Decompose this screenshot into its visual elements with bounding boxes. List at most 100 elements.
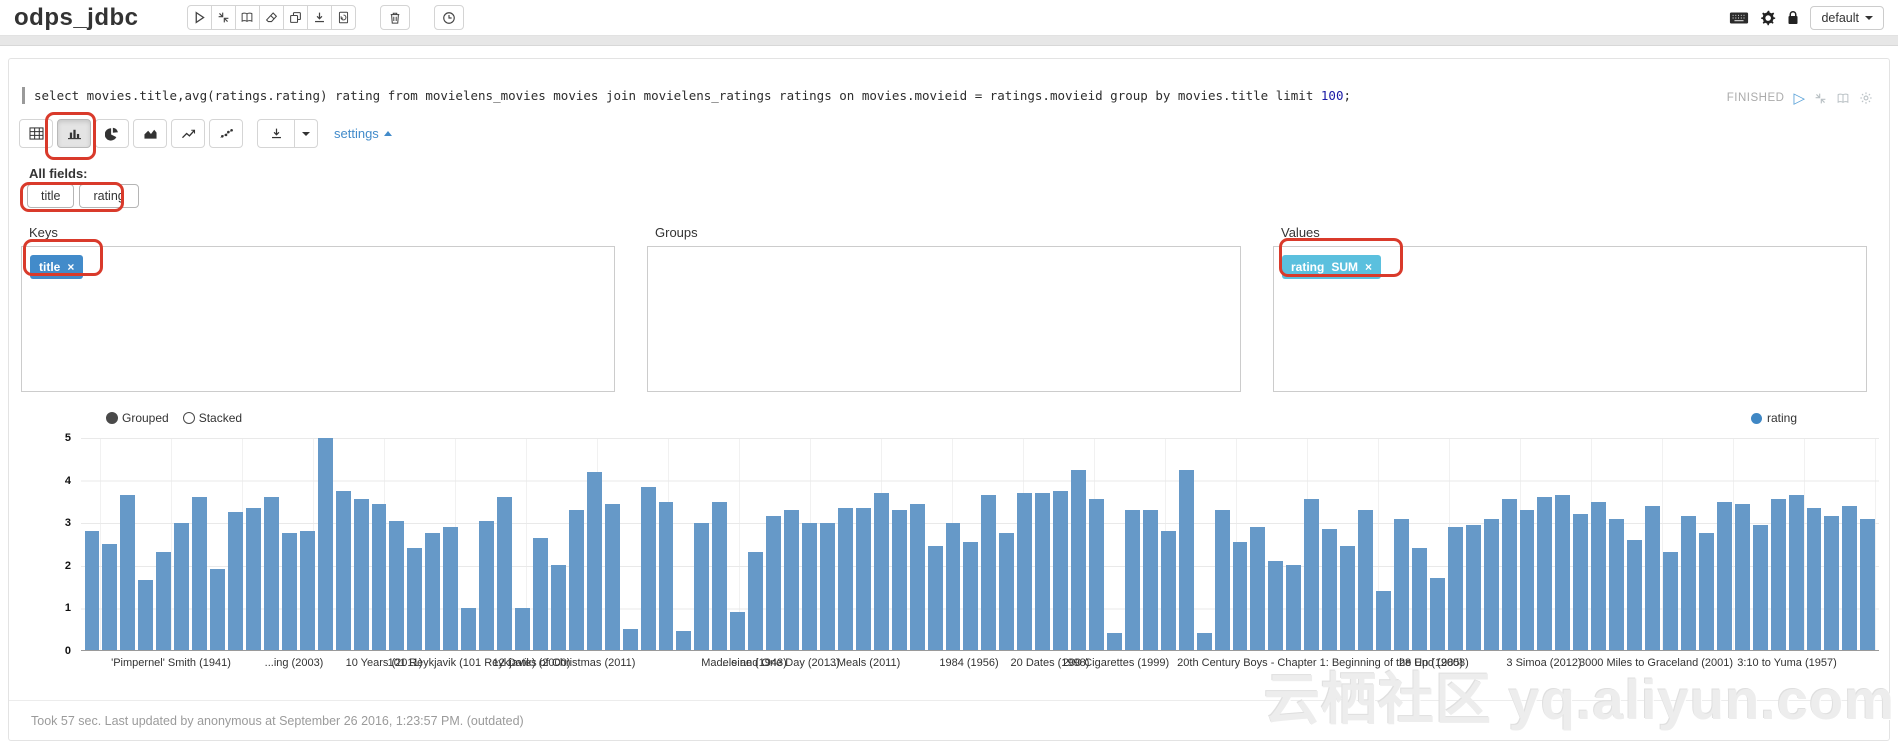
bar[interactable] [1555, 495, 1571, 650]
bar[interactable] [156, 552, 172, 650]
bar[interactable] [1609, 518, 1625, 650]
bar[interactable] [712, 501, 728, 650]
bar[interactable] [479, 520, 495, 650]
bar[interactable] [1770, 499, 1786, 650]
bar[interactable] [1089, 499, 1104, 650]
table-view-button[interactable] [19, 119, 53, 148]
bar[interactable] [461, 607, 477, 650]
bar[interactable] [1035, 493, 1051, 650]
keys-dropzone[interactable]: title × [21, 246, 615, 392]
bar[interactable] [1591, 501, 1607, 650]
bar[interactable] [1860, 518, 1876, 650]
book-icon[interactable] [1836, 92, 1850, 105]
gear-icon[interactable] [1859, 91, 1873, 105]
values-pill-aggregation[interactable]: SUM [1331, 260, 1359, 274]
bar[interactable] [1806, 507, 1822, 650]
bar[interactable] [1447, 527, 1463, 650]
export-note-button[interactable] [306, 5, 332, 30]
bar[interactable] [1698, 533, 1714, 650]
bar[interactable] [891, 510, 907, 650]
bar[interactable] [228, 512, 243, 650]
bar[interactable] [1376, 590, 1391, 650]
version-commit-button[interactable] [330, 5, 356, 30]
keys-pill-title[interactable]: title × [30, 255, 84, 279]
close-icon[interactable]: × [1365, 260, 1373, 274]
bar[interactable] [568, 510, 584, 650]
bar[interactable] [1250, 527, 1266, 650]
settings-toggle-link[interactable]: settings [334, 126, 392, 141]
bar[interactable] [1340, 546, 1356, 650]
stacked-radio[interactable]: Stacked [182, 411, 242, 425]
bar[interactable] [1053, 491, 1069, 650]
bar[interactable] [963, 541, 979, 650]
bar[interactable] [281, 533, 297, 650]
bar[interactable] [1178, 469, 1194, 650]
bar[interactable] [748, 552, 764, 650]
sql-editor[interactable]: select movies.title,avg(ratings.rating) … [19, 87, 1719, 104]
bar[interactable] [84, 531, 100, 650]
show-code-button[interactable] [234, 5, 260, 30]
bar[interactable] [1824, 516, 1840, 650]
bar[interactable] [730, 611, 746, 650]
bar[interactable] [1680, 516, 1696, 650]
bar[interactable] [873, 493, 889, 650]
line-chart-button[interactable] [171, 119, 205, 148]
bar[interactable] [694, 522, 710, 650]
bar[interactable] [1501, 499, 1517, 650]
clear-output-button[interactable] [258, 5, 284, 30]
collapse-button[interactable] [210, 5, 236, 30]
bar[interactable] [981, 495, 997, 650]
bar[interactable] [263, 497, 279, 650]
field-pill-rating[interactable]: rating [79, 184, 139, 208]
pie-chart-button[interactable] [95, 119, 129, 148]
bar[interactable] [1519, 510, 1535, 650]
bar[interactable] [1232, 541, 1248, 650]
bar[interactable] [622, 628, 638, 650]
bar[interactable] [1645, 505, 1660, 650]
bar[interactable] [102, 544, 118, 650]
bar[interactable] [1160, 531, 1176, 650]
bar[interactable] [335, 491, 351, 650]
bar[interactable] [1304, 499, 1320, 650]
bar[interactable] [1142, 510, 1158, 650]
play-icon[interactable]: ▷ [1793, 90, 1805, 107]
bar[interactable] [497, 497, 512, 650]
bar[interactable] [1627, 539, 1643, 650]
bar[interactable] [299, 531, 315, 650]
clone-note-button[interactable] [282, 5, 308, 30]
bar[interactable] [1358, 510, 1373, 650]
bar[interactable] [407, 548, 423, 650]
bar[interactable] [819, 522, 835, 650]
bar[interactable] [909, 503, 925, 650]
bar[interactable] [353, 499, 369, 650]
bar[interactable] [1573, 514, 1589, 650]
bar[interactable] [658, 501, 674, 650]
bar[interactable] [1411, 548, 1427, 650]
bar-chart-button[interactable] [57, 119, 91, 148]
bar[interactable] [1286, 565, 1302, 650]
bar[interactable] [515, 607, 530, 650]
bar[interactable] [1734, 503, 1750, 650]
bar[interactable] [1465, 524, 1481, 650]
bar[interactable] [1788, 495, 1804, 650]
bar[interactable] [604, 503, 620, 650]
bar[interactable] [371, 503, 387, 650]
bar[interactable] [1214, 510, 1230, 650]
bar[interactable] [443, 527, 459, 650]
bar[interactable] [532, 537, 548, 650]
bar[interactable] [586, 471, 602, 650]
bar[interactable] [784, 510, 799, 650]
remove-note-button[interactable] [379, 5, 410, 30]
bar[interactable] [174, 522, 190, 650]
bar[interactable] [550, 565, 566, 650]
notebook-title[interactable]: odps_jdbc [14, 3, 139, 31]
bar[interactable] [317, 438, 333, 650]
bar[interactable] [945, 522, 961, 650]
bar[interactable] [1106, 633, 1122, 650]
bar[interactable] [999, 533, 1015, 650]
bar[interactable] [120, 495, 136, 650]
bar[interactable] [1017, 493, 1033, 650]
interpreter-binding-dropdown[interactable]: default [1810, 5, 1884, 30]
area-chart-button[interactable] [133, 119, 167, 148]
keyboard-icon[interactable] [1729, 11, 1749, 25]
